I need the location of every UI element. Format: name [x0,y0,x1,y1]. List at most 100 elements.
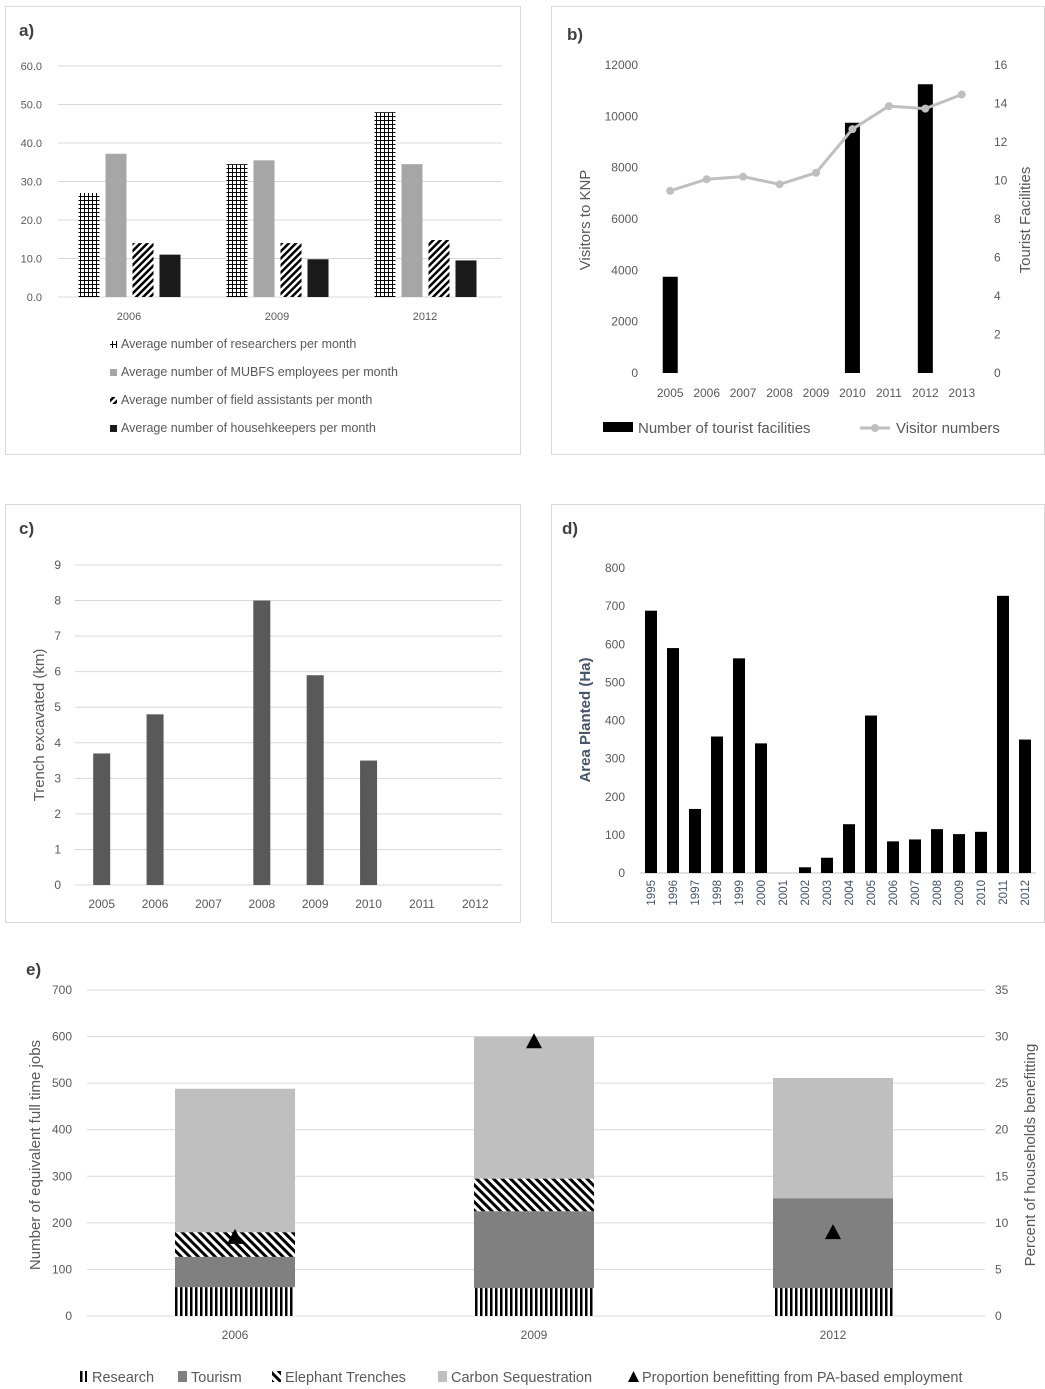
d-bar [931,829,943,873]
b-ytick-right-label: 16 [994,58,1008,72]
b-xtick-label: 2012 [912,386,939,400]
a-ytick-label: 60.0 [21,61,42,73]
b-xtick-label: 2008 [766,386,793,400]
d-bar [953,834,965,873]
c-ytick-label: 5 [54,700,61,714]
e-bar-segment [474,1211,594,1289]
d-xtick-label: 2009 [954,880,966,906]
d-xtick-label: 2010 [976,880,988,906]
a-legend-label: Average number of researchers per month [121,337,356,351]
a-bar [374,112,396,297]
d-bar [909,839,921,873]
d-xtick-label: 2001 [778,880,790,906]
a-bar [253,160,275,297]
c-bar [146,714,164,885]
a-bar [78,193,100,297]
c-ytick-label: 2 [54,807,61,821]
c-ytick-label: 4 [54,736,61,750]
a-legend-swatch [110,425,117,432]
d-bar [799,867,811,873]
a-bar [132,243,154,297]
e-bar-segment [175,1256,295,1288]
b-visitor-point [739,172,748,181]
d-bar [843,824,855,873]
d-xtick-label: 2008 [932,880,944,906]
b-visitor-point [957,90,966,99]
c-ytick-label: 7 [54,629,61,643]
b-xtick-label: 2005 [657,386,684,400]
b-bar [662,276,678,373]
b-visitor-point [666,186,675,195]
e-ytick-label: 100 [52,1262,72,1276]
e-ytick-right-label: 30 [995,1030,1009,1044]
b-visitor-point [921,104,930,113]
panel-c-label: c) [19,519,35,538]
d-ytick-label: 400 [605,714,625,728]
a-bar [307,259,329,297]
e-ytick-label: 600 [52,1030,72,1044]
d-xtick-label: 1996 [668,880,680,906]
d-ylabel: Area Planted (Ha) [577,657,594,782]
c-xtick-label: 2007 [195,897,222,911]
e-marker [227,1228,243,1244]
c-xtick-label: 2005 [88,897,115,911]
e-bar-segment [773,1288,893,1316]
d-xtick-label: 2006 [888,880,900,906]
e-legend-label: Carbon Sequestration [451,1370,592,1386]
a-ytick-label: 30.0 [21,177,42,189]
c-bar [93,753,111,885]
e-ytick-label: 200 [52,1216,72,1230]
b-ytick-label: 10000 [605,109,639,123]
d-xtick-label: 2004 [844,879,856,905]
e-ytick-label: 500 [52,1076,72,1090]
c-xtick-label: 2006 [142,897,169,911]
e-ytick-label: 700 [52,983,72,997]
d-xtick-label: 2002 [800,880,812,906]
d-ytick-label: 600 [605,637,625,651]
e-bar-segment [474,1288,594,1316]
d-bar [1019,739,1031,873]
e-ytick-right-label: 35 [995,983,1009,997]
d-xtick-label: 1997 [690,880,702,906]
a-bar [455,260,477,297]
d-bar [821,857,833,873]
c-ytick-label: 9 [54,558,61,572]
e-legend-swatch [78,1371,87,1382]
d-ytick-label: 0 [618,866,625,880]
a-ytick-label: 20.0 [21,215,42,227]
a-bar [226,164,248,297]
e-legend-marker [628,1371,639,1382]
a-legend-label: Average number of MUBFS employees per mo… [121,365,398,379]
e-legend-label: Proportion benefitting from PA-based emp… [642,1370,963,1386]
d-ytick-label: 500 [605,675,625,689]
a-ytick-label: 0.0 [27,292,42,304]
b-legend-label-visitors: Visitor numbers [896,420,1000,437]
e-xtick-label: 2006 [222,1328,249,1342]
panel-b: b) [551,6,1045,455]
d-bar [997,595,1009,873]
b-legend-swatch-facilities [603,422,633,432]
d-xtick-label: 1998 [712,880,724,906]
b-ytick-label: 4000 [611,263,638,277]
e-xtick-label: 2009 [521,1328,548,1342]
a-ytick-label: 10.0 [21,254,42,266]
e-ytick-label: 300 [52,1169,72,1183]
b-ytick-label: 12000 [605,58,639,72]
c-ytick-label: 8 [54,594,61,608]
b-visitor-point [848,125,857,134]
a-xtick-label: 2012 [413,311,437,323]
a-legend-swatch [110,369,117,376]
e-marker [526,1033,542,1049]
d-bar [865,715,877,873]
e-ytick-right-label: 15 [995,1169,1009,1183]
b-visitor-point [812,168,820,177]
e-legend-label: Elephant Trenches [285,1370,406,1386]
e-ytick-right-label: 25 [995,1076,1009,1090]
e-ytick-right-label: 20 [995,1123,1009,1137]
c-xtick-label: 2010 [355,897,382,911]
a-bar [280,243,302,297]
a-ytick-label: 40.0 [21,138,42,150]
c-ytick-label: 6 [54,665,61,679]
b-visitor-point [884,102,893,111]
